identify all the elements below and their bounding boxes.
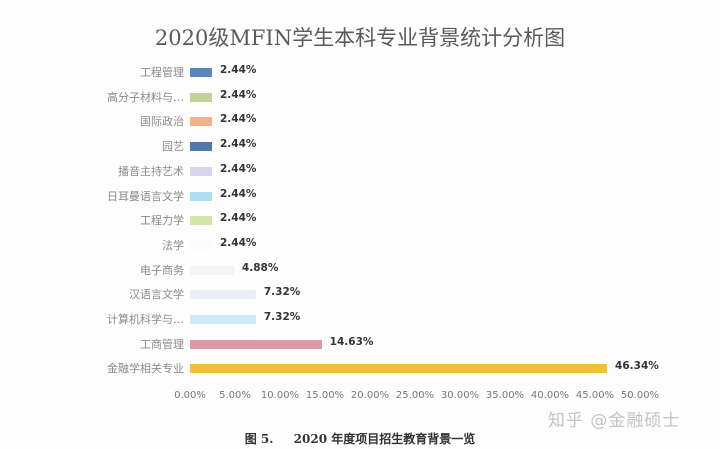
figure-number: 图 5. bbox=[244, 432, 274, 446]
bar-row: 国际政治 2.44% bbox=[0, 109, 720, 134]
value-label: 7.32% bbox=[263, 311, 301, 323]
bar bbox=[190, 142, 212, 152]
x-tick-label: 35.00% bbox=[485, 390, 525, 401]
bar-row: 工程力学 2.44% bbox=[0, 208, 720, 233]
bar bbox=[190, 216, 212, 226]
x-tick-label: 30.00% bbox=[440, 390, 480, 401]
value-label: 7.32% bbox=[263, 286, 301, 299]
value-label: 14.63% bbox=[329, 335, 374, 348]
value-label: 2.44% bbox=[220, 187, 257, 200]
bar bbox=[190, 117, 212, 127]
x-tick-label: 0.00% bbox=[174, 390, 206, 401]
x-tick-label: 15.00% bbox=[305, 390, 345, 401]
value-label: 2.44% bbox=[220, 64, 257, 76]
bar bbox=[190, 315, 256, 324]
bar-row: 电子商务 4.88% bbox=[0, 258, 720, 283]
category-label: 国际政治 bbox=[140, 115, 184, 129]
bar bbox=[190, 92, 212, 102]
x-tick-label: 45.00% bbox=[575, 390, 615, 401]
watermark: 知乎 @金融硕士 bbox=[548, 411, 681, 431]
category-label: 法学 bbox=[162, 238, 184, 252]
value-label: 46.34% bbox=[615, 360, 659, 373]
bar bbox=[190, 166, 212, 176]
bar-row: 日耳曼语言文学 2.44% bbox=[0, 184, 720, 209]
bar bbox=[190, 265, 234, 275]
figure-caption-text: 2020 年度项目招生教育背景一览 bbox=[293, 432, 476, 446]
category-label: 播音主持艺术 bbox=[118, 164, 184, 178]
bar-row: 计算机科学与… 7.32% bbox=[0, 307, 720, 332]
bar-row: 播音主持艺术 2.44% bbox=[0, 159, 720, 184]
bar-row: 法学 2.44% bbox=[0, 233, 720, 258]
bar-row: 工商管理 14.63% bbox=[0, 332, 720, 357]
bar bbox=[190, 68, 212, 77]
x-tick-label: 10.00% bbox=[260, 390, 300, 401]
bar-row: 高分子材料与… 2.44% bbox=[0, 85, 720, 110]
bar-row: 工程管理 2.44% bbox=[0, 60, 720, 85]
value-label: 2.44% bbox=[220, 212, 257, 225]
value-label: 2.44% bbox=[220, 88, 257, 101]
category-label: 工程力学 bbox=[140, 214, 184, 228]
x-tick-label: 5.00% bbox=[219, 390, 251, 401]
figure-caption: 图 5. 2020 年度项目招生教育背景一览 bbox=[0, 430, 720, 447]
chart-title: 2020级MFIN学生本科专业背景统计分析图 bbox=[154, 26, 566, 50]
category-label: 工程管理 bbox=[140, 66, 184, 79]
category-label: 电子商务 bbox=[140, 263, 184, 277]
bar bbox=[190, 191, 212, 201]
bar bbox=[190, 364, 608, 374]
x-tick-label: 25.00% bbox=[395, 390, 435, 401]
x-axis-ticks: 0.00% 5.00% 10.00% 15.00% 20.00% 25.00% 30.00%… bbox=[0, 390, 720, 406]
x-tick-label: 20.00% bbox=[350, 390, 390, 401]
value-label: 2.44% bbox=[220, 162, 257, 175]
category-label: 园艺 bbox=[162, 140, 184, 154]
value-label: 2.44% bbox=[220, 113, 257, 126]
category-label: 工商管理 bbox=[140, 337, 184, 351]
x-tick-label: 40.00% bbox=[530, 390, 570, 401]
value-label: 2.44% bbox=[220, 236, 257, 249]
bar-row: 金融学相关专业 46.34% bbox=[0, 356, 720, 381]
bar-row: 园艺 2.44% bbox=[0, 134, 720, 159]
value-label: 2.44% bbox=[220, 138, 257, 151]
bar bbox=[190, 290, 256, 300]
x-tick-label: 50.00% bbox=[620, 390, 660, 401]
bar bbox=[190, 240, 212, 250]
category-label: 汉语言文学 bbox=[129, 288, 184, 302]
category-label: 高分子材料与… bbox=[107, 90, 184, 104]
bar-row: 汉语言文学 7.32% bbox=[0, 282, 720, 307]
category-label: 计算机科学与… bbox=[107, 313, 184, 326]
category-label: 金融学相关专业 bbox=[107, 362, 184, 376]
category-label: 日耳曼语言文学 bbox=[107, 189, 184, 203]
value-label: 4.88% bbox=[241, 261, 279, 274]
bar bbox=[190, 339, 322, 349]
